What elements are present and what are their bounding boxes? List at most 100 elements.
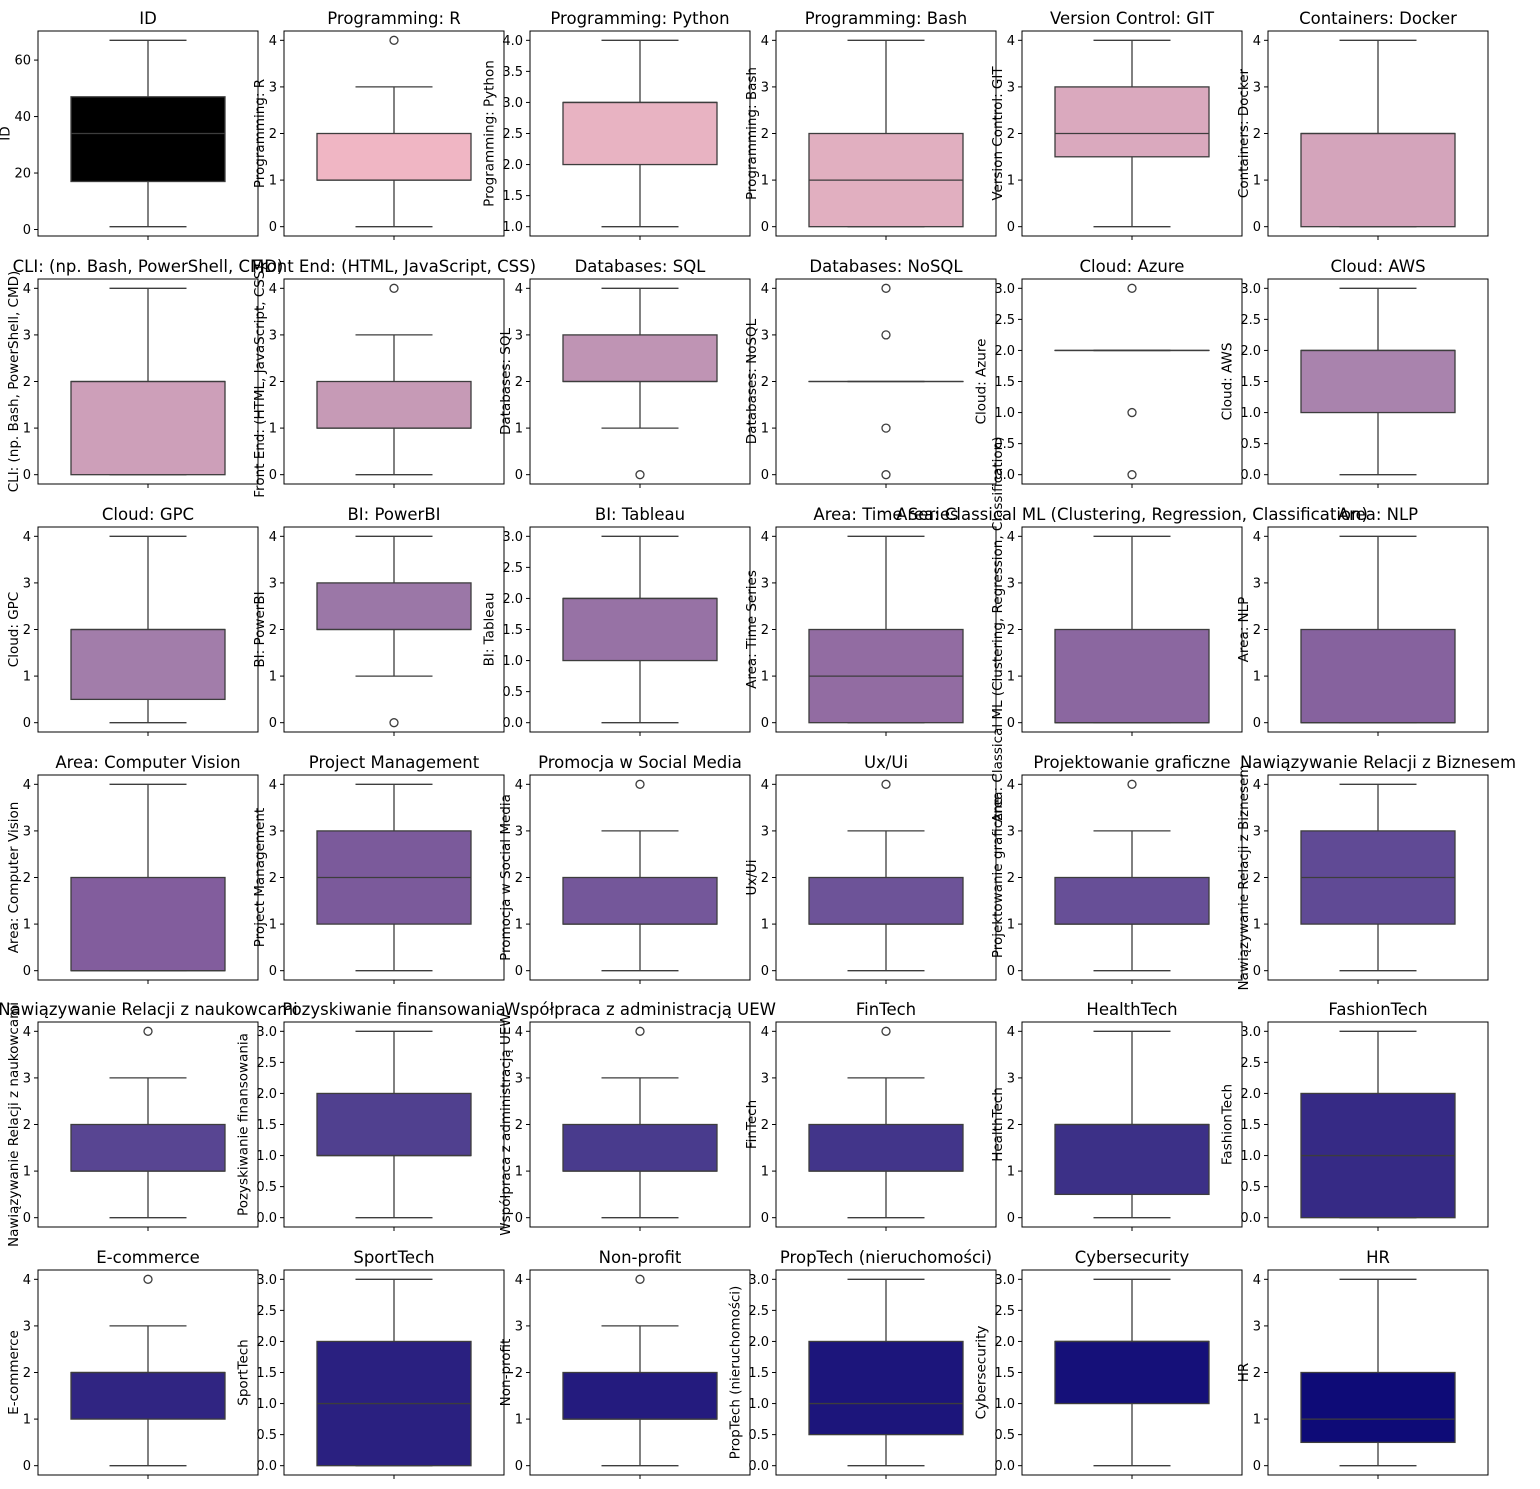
y-tick-label: 2.5 <box>748 1304 769 1319</box>
subplot-0: 0 20 40 60 ID ID <box>0 9 259 240</box>
iqr-box <box>316 380 472 429</box>
y-tick-label: 3 <box>515 1071 523 1086</box>
subplot-title: BI: Tableau <box>595 505 685 524</box>
plot-area <box>1300 39 1456 228</box>
y-tick-label: 2 <box>23 871 31 886</box>
y-tick-label: 1.5 <box>502 189 523 204</box>
y-tick-label: 0.0 <box>256 1459 277 1474</box>
subplot-title: Nawiązywanie Relacji z naukowcami <box>0 1000 298 1019</box>
subplot-title: FinTech <box>856 1000 916 1019</box>
iqr-box <box>70 1371 226 1420</box>
y-tick-label: 0 <box>1007 964 1015 979</box>
y-tick-label: 3 <box>23 1071 31 1086</box>
y-axis-label: Cloud: GPC <box>6 592 22 667</box>
y-tick-label: 2 <box>1007 1118 1015 1133</box>
y-tick-label: 2.5 <box>256 1056 277 1071</box>
subplot-21: 0 1 2 3 4 Ux/Ui Ux/Ui <box>744 753 997 984</box>
iqr-box <box>562 1123 718 1172</box>
y-tick-label: 0.0 <box>256 1211 277 1226</box>
plot-area <box>1054 1030 1210 1219</box>
y-tick-label: 0 <box>1253 964 1261 979</box>
y-tick-label: 0 <box>269 220 277 235</box>
y-tick-label: 2.5 <box>502 127 523 142</box>
y-tick-label: 4 <box>1007 778 1015 793</box>
y-tick-label: 40 <box>14 110 31 125</box>
y-tick-label: 1 <box>269 174 277 189</box>
outlier-point <box>389 35 399 45</box>
y-tick-label: 1 <box>761 422 769 437</box>
y-tick-label: 3 <box>1253 576 1261 591</box>
plot-area <box>1054 779 1210 972</box>
y-tick-label: 0.5 <box>502 685 523 700</box>
y-axis-label: Współpraca z administracją UEW <box>498 1013 514 1236</box>
y-tick-label: 4 <box>515 1025 523 1040</box>
subplot-title: Containers: Docker <box>1299 9 1457 28</box>
subplot-title: Współpraca z administracją UEW <box>504 1000 776 1019</box>
subplot-title: Area: Time Series <box>813 505 958 524</box>
y-tick-label: 1 <box>515 1165 523 1180</box>
y-tick-label: 3 <box>761 1071 769 1086</box>
y-tick-label: 4 <box>1007 530 1015 545</box>
y-tick-label: 1.5 <box>256 1366 277 1381</box>
y-tick-label: 3 <box>1007 576 1015 591</box>
y-axis-label: Cybersecurity <box>973 1326 989 1420</box>
plot-area <box>70 535 226 724</box>
y-tick-label: 1.5 <box>994 375 1015 390</box>
subplot-title: Cybersecurity <box>1075 1248 1190 1267</box>
subplot-3: 0 1 2 3 4 Programming: Bash Programming: Bash <box>744 9 997 240</box>
y-tick-label: 2.0 <box>1240 344 1261 359</box>
plot-area <box>316 535 472 728</box>
iqr-box <box>1300 628 1456 724</box>
y-tick-label: 3 <box>269 576 277 591</box>
y-tick-label: 1.0 <box>1240 1149 1261 1164</box>
iqr-box <box>1300 1371 1456 1444</box>
plot-area <box>316 35 472 228</box>
iqr-box <box>562 876 718 925</box>
y-axis-label: Containers: Docker <box>1236 68 1252 198</box>
y-tick-label: 0 <box>761 220 769 235</box>
y-axis-label: Cloud: AWS <box>1219 343 1235 421</box>
iqr-box <box>808 1123 964 1172</box>
subplot-5: 0 1 2 3 4 Containers: Docker Containers: Docke… <box>1236 9 1489 240</box>
y-tick-label: 2 <box>1007 623 1015 638</box>
iqr-box <box>70 380 226 476</box>
y-tick-label: 0.5 <box>994 1428 1015 1443</box>
plot-area <box>808 779 964 972</box>
iqr-box <box>562 1371 718 1420</box>
y-axis-label: Area: Classical ML (Clustering, Regressi… <box>990 436 1006 822</box>
subplot-32: 0 1 2 3 4 Non-profit Non-profit <box>498 1248 751 1479</box>
plot-area <box>808 39 964 228</box>
subplot-title: Area: Classical ML (Clustering, Regressi… <box>896 505 1368 524</box>
subplot-8: 0 1 2 3 4 Databases: SQL Databases: SQL <box>498 257 751 488</box>
y-tick-label: 60 <box>14 54 31 69</box>
y-axis-label: Area: NLP <box>1236 597 1252 663</box>
subplot-13: 0 1 2 3 4 BI: PowerBI BI: PowerBI <box>252 505 505 736</box>
y-tick-label: 1 <box>515 918 523 933</box>
iqr-box <box>1054 628 1210 724</box>
y-axis-label: SportTech <box>235 1339 251 1405</box>
y-tick-label: 2 <box>761 375 769 390</box>
y-tick-label: 3 <box>761 824 769 839</box>
y-tick-label: 0.0 <box>994 1459 1015 1474</box>
y-tick-label: 0 <box>23 964 31 979</box>
y-tick-label: 1.5 <box>1240 375 1261 390</box>
y-tick-label: 2 <box>269 871 277 886</box>
iqr-box <box>316 1092 472 1157</box>
iqr-box <box>562 597 718 662</box>
outlier-point <box>1127 407 1137 418</box>
y-axis-label: PropTech (nieruchomości) <box>727 1286 743 1460</box>
y-tick-label: 2 <box>23 1366 31 1381</box>
y-tick-label: 2.0 <box>994 1335 1015 1350</box>
y-tick-label: 3.0 <box>256 1273 277 1288</box>
y-tick-label: 0 <box>1253 1459 1261 1474</box>
y-tick-label: 0 <box>23 1459 31 1474</box>
y-tick-label: 4 <box>269 34 277 49</box>
y-axis-label: Ux/Ui <box>744 859 760 895</box>
y-axis-label: Non-profit <box>498 1339 514 1407</box>
y-tick-label: 4 <box>1253 530 1261 545</box>
y-tick-label: 1 <box>1007 918 1015 933</box>
